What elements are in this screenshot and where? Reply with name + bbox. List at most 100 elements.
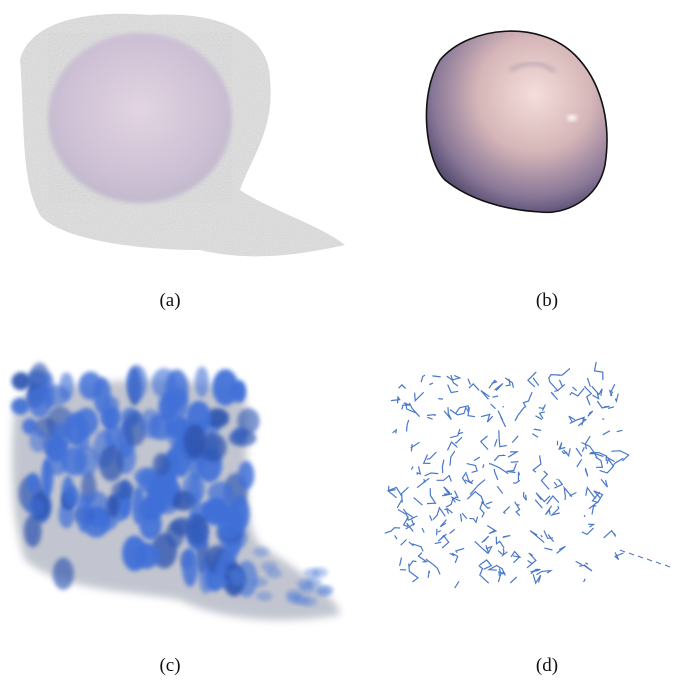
filament bbox=[538, 406, 545, 409]
filament bbox=[449, 428, 461, 439]
filament bbox=[532, 377, 540, 386]
filament bbox=[646, 558, 653, 562]
blob bbox=[253, 546, 270, 557]
filament bbox=[443, 407, 452, 420]
blob bbox=[29, 428, 48, 453]
filament bbox=[558, 442, 566, 450]
filament bbox=[599, 466, 614, 474]
filament bbox=[417, 552, 429, 563]
filament bbox=[394, 535, 398, 540]
filament bbox=[449, 552, 455, 557]
filament bbox=[450, 374, 459, 387]
filament bbox=[386, 486, 403, 499]
blob bbox=[73, 444, 99, 478]
filament bbox=[588, 491, 601, 510]
filament bbox=[414, 391, 425, 403]
filament bbox=[655, 561, 662, 565]
filament bbox=[507, 451, 520, 458]
filament bbox=[513, 479, 521, 484]
filament bbox=[427, 416, 433, 420]
blob bbox=[194, 366, 209, 398]
filament bbox=[446, 508, 450, 515]
filament bbox=[495, 536, 505, 549]
filament bbox=[587, 523, 596, 528]
blob bbox=[212, 565, 229, 576]
filament bbox=[583, 385, 593, 406]
filament bbox=[556, 478, 558, 481]
filament bbox=[554, 479, 564, 489]
filament bbox=[496, 485, 504, 494]
filament bbox=[606, 457, 614, 467]
filament bbox=[505, 378, 511, 387]
filament bbox=[465, 473, 474, 484]
filament bbox=[410, 441, 420, 449]
filament bbox=[557, 367, 571, 376]
filament bbox=[545, 505, 553, 515]
filament bbox=[459, 513, 463, 522]
filament bbox=[420, 374, 426, 383]
panel-b-image bbox=[425, 30, 608, 214]
filament bbox=[480, 390, 490, 400]
filament bbox=[438, 398, 444, 400]
filament bbox=[465, 408, 469, 412]
filament bbox=[392, 428, 398, 434]
filament bbox=[561, 450, 568, 455]
filament bbox=[586, 377, 591, 387]
blob bbox=[52, 557, 74, 590]
filament bbox=[413, 497, 423, 506]
blob bbox=[311, 567, 328, 578]
blob bbox=[251, 577, 268, 588]
filament bbox=[453, 490, 459, 499]
blob bbox=[133, 542, 160, 569]
filament bbox=[608, 383, 616, 397]
panel-d-image bbox=[384, 361, 671, 589]
blob bbox=[131, 486, 146, 525]
filament bbox=[563, 448, 571, 458]
filament bbox=[522, 491, 527, 501]
filament bbox=[497, 550, 503, 555]
filament bbox=[450, 496, 461, 503]
blob bbox=[212, 575, 229, 586]
filament bbox=[390, 395, 401, 404]
filament bbox=[611, 450, 630, 462]
filament bbox=[526, 552, 537, 569]
blob bbox=[22, 418, 38, 435]
filament bbox=[550, 391, 559, 401]
filament bbox=[581, 447, 585, 452]
blob bbox=[23, 514, 42, 548]
blob bbox=[152, 452, 170, 476]
blob bbox=[103, 408, 116, 430]
filament bbox=[429, 515, 433, 521]
filament bbox=[487, 564, 498, 571]
filament bbox=[592, 392, 600, 400]
blob bbox=[182, 547, 198, 587]
filament bbox=[607, 406, 615, 409]
filament bbox=[488, 462, 509, 475]
filament bbox=[558, 379, 563, 387]
filament bbox=[479, 574, 490, 584]
filament bbox=[408, 560, 417, 567]
filament bbox=[486, 524, 498, 535]
filament bbox=[522, 391, 533, 408]
filament bbox=[387, 485, 396, 492]
filament bbox=[591, 385, 603, 396]
filament bbox=[595, 456, 604, 469]
filament bbox=[575, 447, 583, 457]
filament bbox=[469, 516, 479, 524]
filament bbox=[603, 529, 617, 539]
filament bbox=[451, 552, 459, 564]
filament bbox=[553, 481, 558, 486]
filament bbox=[498, 571, 506, 576]
filament bbox=[446, 441, 458, 451]
filament bbox=[534, 499, 543, 509]
blob bbox=[63, 485, 80, 507]
filament bbox=[468, 383, 480, 391]
blob bbox=[265, 568, 282, 579]
filament bbox=[497, 568, 502, 583]
filament bbox=[405, 519, 416, 530]
filament bbox=[497, 410, 507, 428]
filament bbox=[474, 540, 489, 554]
filament bbox=[405, 402, 416, 414]
filament bbox=[498, 430, 507, 448]
